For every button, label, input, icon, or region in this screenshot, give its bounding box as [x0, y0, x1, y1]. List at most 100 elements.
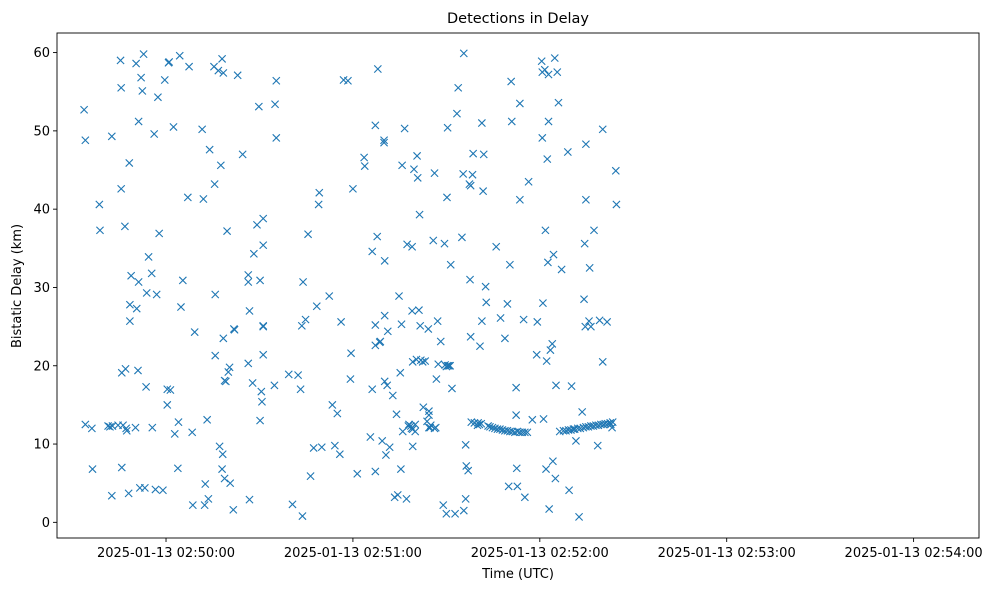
data-point [117, 83, 126, 92]
data-point [512, 464, 521, 473]
data-point [366, 433, 375, 441]
data-point [380, 138, 389, 147]
data-point [140, 483, 149, 492]
data-point [259, 214, 268, 223]
data-point [215, 442, 224, 451]
data-point [244, 277, 253, 286]
data-point [542, 465, 551, 474]
data-point [147, 269, 156, 278]
data-point [125, 158, 134, 167]
data-point [436, 337, 445, 346]
data-point [244, 270, 253, 279]
data-point [165, 57, 174, 66]
data-point [479, 187, 488, 196]
data-point [424, 411, 433, 420]
y-tick-label: 50 [33, 124, 50, 139]
data-point [444, 361, 453, 370]
data-point [393, 490, 402, 499]
data-point [297, 321, 306, 330]
data-point [163, 400, 172, 409]
data-point [442, 193, 451, 202]
data-point [546, 346, 555, 355]
data-point [543, 258, 552, 267]
data-point [211, 290, 220, 299]
data-point [183, 193, 192, 202]
data-point [155, 229, 164, 238]
data-point [244, 359, 253, 368]
data-point [551, 474, 560, 483]
data-point [395, 292, 404, 301]
data-point [585, 317, 594, 326]
data-point [421, 357, 430, 366]
data-point [548, 457, 557, 466]
data-point [173, 464, 182, 473]
data-point [211, 351, 220, 360]
data-point [519, 315, 528, 324]
data-point [218, 465, 227, 474]
data-point [431, 423, 440, 432]
data-point [424, 407, 433, 416]
data-point [532, 350, 541, 359]
data-point [270, 381, 279, 390]
data-point [348, 184, 357, 193]
data-point [581, 195, 590, 204]
data-point [383, 381, 392, 390]
data-point [580, 295, 589, 304]
data-point [446, 361, 455, 370]
data-point [160, 75, 169, 84]
data-point [174, 418, 183, 427]
data-point [434, 360, 443, 369]
data-point [371, 467, 380, 476]
data-point [476, 342, 484, 351]
data-point [117, 463, 126, 472]
data-point [557, 265, 566, 274]
data-point [515, 195, 524, 204]
data-point [479, 150, 488, 159]
data-point [433, 317, 442, 326]
data-point [371, 321, 380, 330]
data-point [224, 368, 233, 377]
data-point [457, 233, 466, 242]
data-point [124, 489, 133, 498]
data-point [544, 70, 553, 79]
data-point [163, 385, 172, 394]
data-point [468, 170, 477, 179]
data-point [612, 200, 621, 209]
data-point [131, 423, 140, 432]
data-point [464, 466, 473, 475]
data-point [225, 363, 234, 372]
data-point [153, 93, 162, 102]
data-point [249, 249, 258, 258]
data-point [581, 322, 590, 331]
data-point [380, 256, 389, 265]
y-tick-label: 20 [33, 359, 50, 374]
data-point [328, 400, 337, 409]
data-point [539, 415, 548, 423]
data-point [166, 386, 175, 395]
data-point [347, 349, 356, 358]
data-point [219, 334, 228, 343]
data-point [492, 242, 501, 251]
data-point [432, 375, 441, 384]
data-point [430, 169, 439, 178]
data-point [245, 495, 254, 504]
data-point [256, 416, 265, 425]
data-point [549, 250, 558, 259]
data-point [419, 403, 428, 412]
data-point [205, 145, 214, 154]
data-point [132, 304, 141, 313]
data-point [188, 501, 197, 510]
data-point [459, 506, 468, 515]
data-point [380, 136, 389, 145]
data-point [524, 177, 533, 186]
data-point [381, 451, 390, 459]
data-point [150, 130, 159, 138]
data-point [408, 442, 417, 451]
data-point [152, 290, 161, 299]
data-point [400, 124, 409, 133]
data-point [298, 512, 307, 521]
x-tick-label: 2025-01-13 02:53:00 [658, 546, 796, 561]
data-point [503, 299, 512, 308]
data-point [598, 125, 607, 134]
